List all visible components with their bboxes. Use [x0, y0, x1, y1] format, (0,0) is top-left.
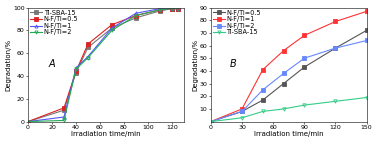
Ti-SBA-15: [364, 97, 369, 98]
Ti-SBA-15: [209, 121, 213, 122]
N-F/Ti=1: [209, 121, 213, 122]
N-F/Ti=0.5: [240, 111, 244, 112]
Ti-SBA-15: [26, 121, 30, 122]
N-F/Ti=1: [281, 50, 286, 51]
Ti-SBA-15: [281, 108, 286, 110]
Line: N-F/Ti=2: N-F/Ti=2: [209, 39, 369, 123]
N-F/Ti=2: [260, 89, 265, 91]
Ti-SBA-15: [260, 111, 265, 112]
N-F/Ti=2: [133, 15, 138, 16]
N-F/Ti=0.5: [86, 43, 90, 45]
N-F/Ti=0.5: [333, 47, 338, 49]
N-F/Ti=0.5: [170, 8, 174, 10]
Ti-SBA-15: [302, 104, 307, 106]
N-F/Ti=1: [26, 121, 30, 122]
N-F/Ti=0.5: [133, 15, 138, 16]
N-F/Ti=0.5: [364, 29, 369, 31]
Ti-SBA-15: [86, 47, 90, 48]
Ti-SBA-15: [110, 27, 114, 29]
Legend: N-F/Ti=0.5, N-F/Ti=1, N-F/Ti=2, Ti-SBA-15: N-F/Ti=0.5, N-F/Ti=1, N-F/Ti=2, Ti-SBA-1…: [212, 9, 262, 36]
Y-axis label: Degradation/%: Degradation/%: [6, 38, 12, 91]
X-axis label: Irradiation time/min: Irradiation time/min: [71, 131, 141, 137]
Text: A: A: [48, 59, 55, 69]
Ti-SBA-15: [240, 117, 244, 119]
N-F/Ti=0.5: [62, 107, 66, 109]
N-F/Ti=1: [170, 7, 174, 8]
N-F/Ti=1: [62, 116, 66, 118]
N-F/Ti=2: [281, 73, 286, 74]
N-F/Ti=0.5: [281, 83, 286, 84]
N-F/Ti=0.5: [26, 121, 30, 122]
N-F/Ti=2: [62, 120, 66, 121]
Ti-SBA-15: [133, 17, 138, 19]
Line: N-F/Ti=2: N-F/Ti=2: [26, 7, 180, 123]
Ti-SBA-15: [175, 8, 180, 10]
N-F/Ti=2: [333, 47, 338, 49]
N-F/Ti=2: [170, 8, 174, 10]
N-F/Ti=2: [74, 68, 78, 70]
N-F/Ti=2: [302, 57, 307, 59]
N-F/Ti=2: [364, 40, 369, 41]
N-F/Ti=0.5: [110, 24, 114, 25]
Line: N-F/Ti=1: N-F/Ti=1: [26, 6, 180, 123]
Legend: Ti-SBA-15, N-F/Ti=0.5, N-F/Ti=1, N-F/Ti=2: Ti-SBA-15, N-F/Ti=0.5, N-F/Ti=1, N-F/Ti=…: [29, 9, 79, 36]
N-F/Ti=1: [110, 27, 114, 29]
Line: N-F/Ti=0.5: N-F/Ti=0.5: [209, 29, 369, 123]
N-F/Ti=0.5: [302, 66, 307, 68]
N-F/Ti=1: [302, 35, 307, 36]
N-F/Ti=2: [158, 9, 162, 11]
Ti-SBA-15: [170, 8, 174, 10]
Line: N-F/Ti=0.5: N-F/Ti=0.5: [26, 7, 180, 123]
Y-axis label: Degradation/%: Degradation/%: [192, 38, 198, 91]
Ti-SBA-15: [62, 109, 66, 111]
N-F/Ti=1: [86, 56, 90, 57]
N-F/Ti=1: [175, 7, 180, 8]
N-F/Ti=2: [26, 121, 30, 122]
N-F/Ti=0.5: [175, 8, 180, 10]
N-F/Ti=0.5: [158, 9, 162, 11]
N-F/Ti=0.5: [260, 99, 265, 101]
N-F/Ti=0.5: [209, 121, 213, 122]
Line: Ti-SBA-15: Ti-SBA-15: [209, 96, 369, 123]
N-F/Ti=1: [333, 21, 338, 22]
N-F/Ti=2: [209, 121, 213, 122]
Text: B: B: [229, 59, 236, 69]
N-F/Ti=1: [260, 69, 265, 70]
Ti-SBA-15: [333, 100, 338, 102]
N-F/Ti=1: [158, 8, 162, 10]
Line: Ti-SBA-15: Ti-SBA-15: [26, 7, 180, 123]
N-F/Ti=2: [110, 29, 114, 31]
N-F/Ti=1: [240, 108, 244, 110]
Ti-SBA-15: [74, 72, 78, 73]
N-F/Ti=1: [133, 12, 138, 14]
N-F/Ti=1: [74, 67, 78, 69]
Line: N-F/Ti=1: N-F/Ti=1: [209, 10, 369, 123]
N-F/Ti=2: [240, 111, 244, 112]
N-F/Ti=0.5: [74, 70, 78, 72]
N-F/Ti=2: [86, 57, 90, 59]
N-F/Ti=2: [175, 8, 180, 10]
Ti-SBA-15: [158, 10, 162, 12]
N-F/Ti=1: [364, 10, 369, 12]
X-axis label: Irradiation time/min: Irradiation time/min: [254, 131, 324, 137]
